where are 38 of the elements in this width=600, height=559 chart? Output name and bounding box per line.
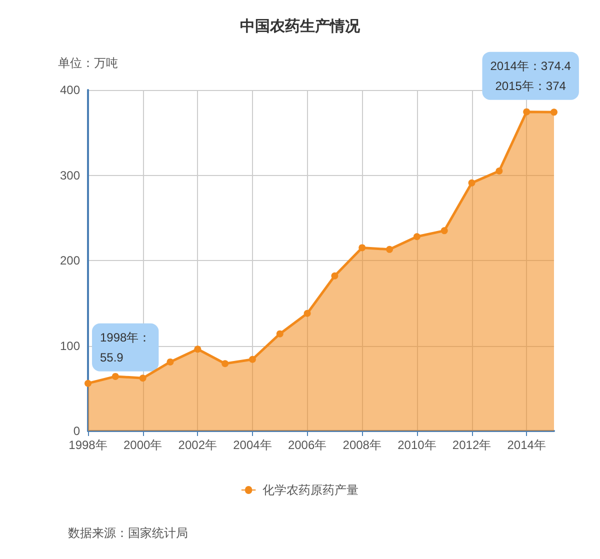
annotation: 1998年： 55.9 — [100, 330, 151, 364]
point — [304, 310, 311, 317]
point — [248, 356, 256, 363]
y-tick-label: 0 — [73, 424, 80, 438]
point — [496, 167, 503, 174]
point — [550, 108, 558, 116]
y-axis-title: 单位：万吨 — [58, 56, 118, 70]
y-tick-label: 300 — [60, 168, 80, 182]
x-tick-label: 2000年 — [123, 438, 162, 452]
x-tick-label: 2012年 — [452, 438, 492, 452]
x-tick-label: 2002年 — [178, 438, 217, 452]
point — [84, 380, 92, 387]
chart-title: 中国农药生产情况 — [240, 18, 361, 35]
point — [276, 330, 284, 338]
y-tick-label: 200 — [60, 254, 80, 268]
x-tick-label: 2008年 — [342, 438, 382, 452]
point — [358, 244, 366, 252]
point — [166, 358, 174, 366]
point — [386, 246, 394, 253]
x-tick-label: 2014年 — [507, 438, 546, 452]
point — [139, 374, 146, 382]
x-tick-label: 2010年 — [398, 438, 436, 452]
annotation: 2014年：374.4 2015年：374 — [490, 58, 572, 93]
x-tick-label: 1998年 — [68, 438, 108, 452]
x-tick-label: 2004年 — [233, 438, 272, 452]
y-tick-label: 100 — [60, 338, 80, 353]
legend-label: 化学农药原药产量 — [262, 483, 359, 497]
point — [413, 233, 420, 240]
x-tick-label: 2006年 — [288, 438, 327, 452]
point — [468, 179, 476, 186]
point — [440, 227, 448, 234]
y-tick-label: 400 — [60, 83, 80, 97]
point — [523, 108, 530, 116]
point — [222, 360, 229, 368]
point — [112, 372, 119, 380]
point — [194, 346, 202, 353]
source-note: 数据来源：国家统计局 — [68, 526, 188, 540]
point — [331, 272, 338, 280]
